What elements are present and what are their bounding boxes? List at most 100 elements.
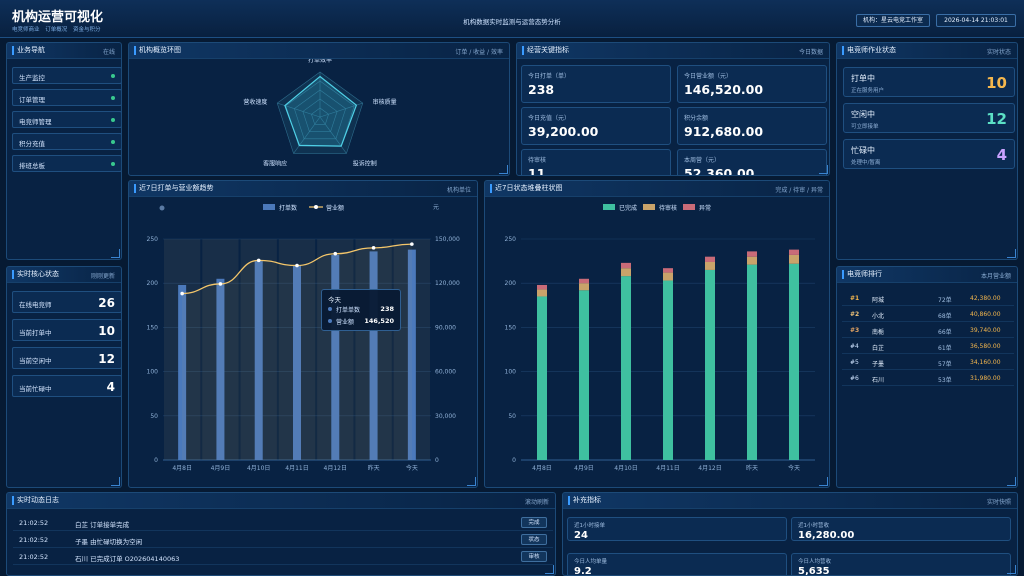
- rank-number: #2: [850, 311, 860, 318]
- stacked-bar-segment: [789, 249, 799, 255]
- radar-axis-label: 营收速度: [243, 98, 267, 106]
- order-count: 68单: [938, 313, 952, 320]
- nav-panel: 业务导航 在线 生产监控 订单管理 电竞师管理 积分充值 排班总板: [6, 42, 122, 260]
- status-sub: 可立即接单: [851, 124, 879, 130]
- panel-title: 机构概览环图: [134, 46, 181, 55]
- bar: [216, 278, 225, 460]
- y2-tick-label: 0: [435, 457, 439, 464]
- panel-title: 电竞师排行: [842, 270, 882, 279]
- status-label: 空闲中: [851, 110, 875, 119]
- radar-grid-ring: [302, 98, 338, 132]
- stat-value: 4: [106, 380, 115, 394]
- panel-meta: 实时状态: [986, 49, 1011, 56]
- stacked-bar-segment: [537, 296, 547, 460]
- ranking-row: #5 子墨 57单 34,160.00: [842, 355, 1014, 370]
- x-tick-label: 4月8日: [532, 465, 552, 472]
- legend-swatch: [683, 204, 695, 210]
- stacked-bar-segment: [621, 262, 631, 269]
- order-count: 72单: [938, 297, 952, 304]
- log-tag-button[interactable]: 审核: [521, 551, 547, 562]
- panel-title: 经营关键指标: [522, 46, 569, 55]
- kpi-card: 积分余额 912,680.00: [677, 107, 827, 145]
- x-tick-label: 今天: [406, 464, 418, 472]
- line-point: [371, 246, 376, 250]
- log-time: 21:02:52: [19, 553, 49, 561]
- y-tick-label: 0: [512, 457, 516, 464]
- y-tick-label: 250: [505, 236, 517, 243]
- nav-item-label: 电竞师管理: [19, 118, 52, 126]
- panel-title: 近7日打单与营业额趋势: [134, 184, 213, 193]
- kpi-label: 本周营（元）: [684, 157, 721, 164]
- panel-title: 实时动态日志: [12, 496, 59, 505]
- stat-value: 26: [98, 296, 115, 310]
- nav-item-orders[interactable]: 订单管理: [12, 89, 121, 106]
- stacked-bar-segment: [663, 272, 673, 281]
- x-tick-label: 4月10日: [247, 465, 270, 472]
- kpi-value: 238: [528, 82, 555, 97]
- y2-tick-label: 150,000: [435, 236, 460, 243]
- panel-meta: 机构单位: [446, 187, 471, 194]
- worker-status-panel: 电竞师作业状态 实时状态 打单中 正在服务用户 10 空闲中 可立即接单 12 忙碌中 处理…: [836, 42, 1018, 260]
- metric-value: 16,280.00: [798, 530, 855, 541]
- bar: [369, 251, 378, 460]
- panel-title: 业务导航: [12, 46, 45, 55]
- revenue-amount: 31,980.00: [970, 375, 1001, 382]
- panel-title: 补充指标: [568, 496, 601, 505]
- bar: [331, 254, 340, 460]
- rank-number: #5: [850, 359, 859, 366]
- status-dot-icon: [111, 118, 115, 122]
- legend-label: 营业额: [326, 204, 344, 212]
- trend-chart-panel: 近7日打单与营业额趋势 机构单位 0 0 50 30,000 100 60,000 150 90…: [128, 180, 478, 488]
- kpi-card: 本周营（元） 52,360.00: [677, 149, 827, 176]
- status-dot-icon: [111, 140, 115, 144]
- metric-label: 今日人均单量: [574, 559, 608, 565]
- log-tag-button[interactable]: 完成: [521, 517, 547, 528]
- rank-number: #1: [850, 295, 860, 302]
- revenue-amount: 34,160.00: [970, 359, 1001, 366]
- log-row: 21:02:52 白芷 订单接单完成 完成: [13, 515, 553, 531]
- panel-meta: 订单 / 收益 / 效率: [455, 49, 503, 56]
- tooltip-value: 146,520: [364, 317, 394, 325]
- log-text: 子墨 由忙碌切换为空闲: [75, 538, 143, 546]
- y-tick-label: 0: [154, 457, 158, 464]
- right-axis-unit: 元: [433, 204, 439, 211]
- legend-marker: [314, 205, 318, 209]
- app-title: 机构运营可视化: [12, 10, 104, 25]
- stacked-bar-segment: [789, 254, 799, 264]
- line-point: [256, 258, 261, 263]
- radar-panel: 机构概览环图 订单 / 收益 / 效率 打单效率 审核质量 投诉控制 客服响应 营收速度: [128, 42, 510, 176]
- nav-item-production[interactable]: 生产监控: [12, 67, 121, 84]
- metric-label: 近1小时接单: [574, 523, 605, 529]
- legend-swatch-bar: [263, 204, 275, 210]
- panel-meta: 完成 / 待审 / 异常: [775, 187, 823, 194]
- status-sub: 处理中/暂离: [851, 160, 881, 166]
- metric-card: 近1小时接单 24: [567, 517, 787, 541]
- kpi-label: 待审核: [528, 157, 547, 164]
- y-tick-label: 100: [505, 369, 517, 376]
- nav-item-players[interactable]: 电竞师管理: [12, 111, 121, 128]
- x-tick-label: 4月12日: [698, 465, 721, 472]
- stat-value: 12: [98, 352, 115, 366]
- status-sub: 正在服务用户: [851, 88, 885, 94]
- stat-label: 当前空闲中: [19, 357, 52, 365]
- core-status-panel: 实时核心状态 刚刚更新 在线电竞师 26 当前打单中 10 当前空闲中 12 当前忙碌中…: [6, 266, 122, 488]
- stat-value: 10: [98, 324, 115, 338]
- metric-value: 9.2: [574, 566, 592, 576]
- org-selector[interactable]: 机构：星云电竞工作室: [856, 14, 930, 27]
- stacked-bar-segment: [663, 268, 673, 273]
- metric-value: 5,635: [798, 566, 830, 576]
- ranking-row: #6 石川 53单 31,980.00: [842, 371, 1014, 386]
- stacked-bar-segment: [789, 263, 799, 460]
- nav-item-recharge[interactable]: 积分充值: [12, 133, 121, 150]
- nav-item-schedule[interactable]: 排班总板: [12, 155, 121, 172]
- metric-card: 近1小时营收 16,280.00: [791, 517, 1011, 541]
- log-tag-button[interactable]: 状态: [521, 534, 547, 545]
- kpi-label: 积分余额: [684, 115, 709, 122]
- kpi-value: 52,360.00: [684, 166, 755, 176]
- y-tick-label: 200: [505, 280, 517, 287]
- rank-number: #3: [850, 327, 860, 334]
- nav-item-label: 订单管理: [19, 96, 45, 104]
- panel-meta: 滚动刷新: [524, 499, 549, 506]
- header-bar: 机构运营可视化 电竞师商业 订单概况 资金与积分 机构数据实时监测与运营态势分析…: [0, 0, 1024, 38]
